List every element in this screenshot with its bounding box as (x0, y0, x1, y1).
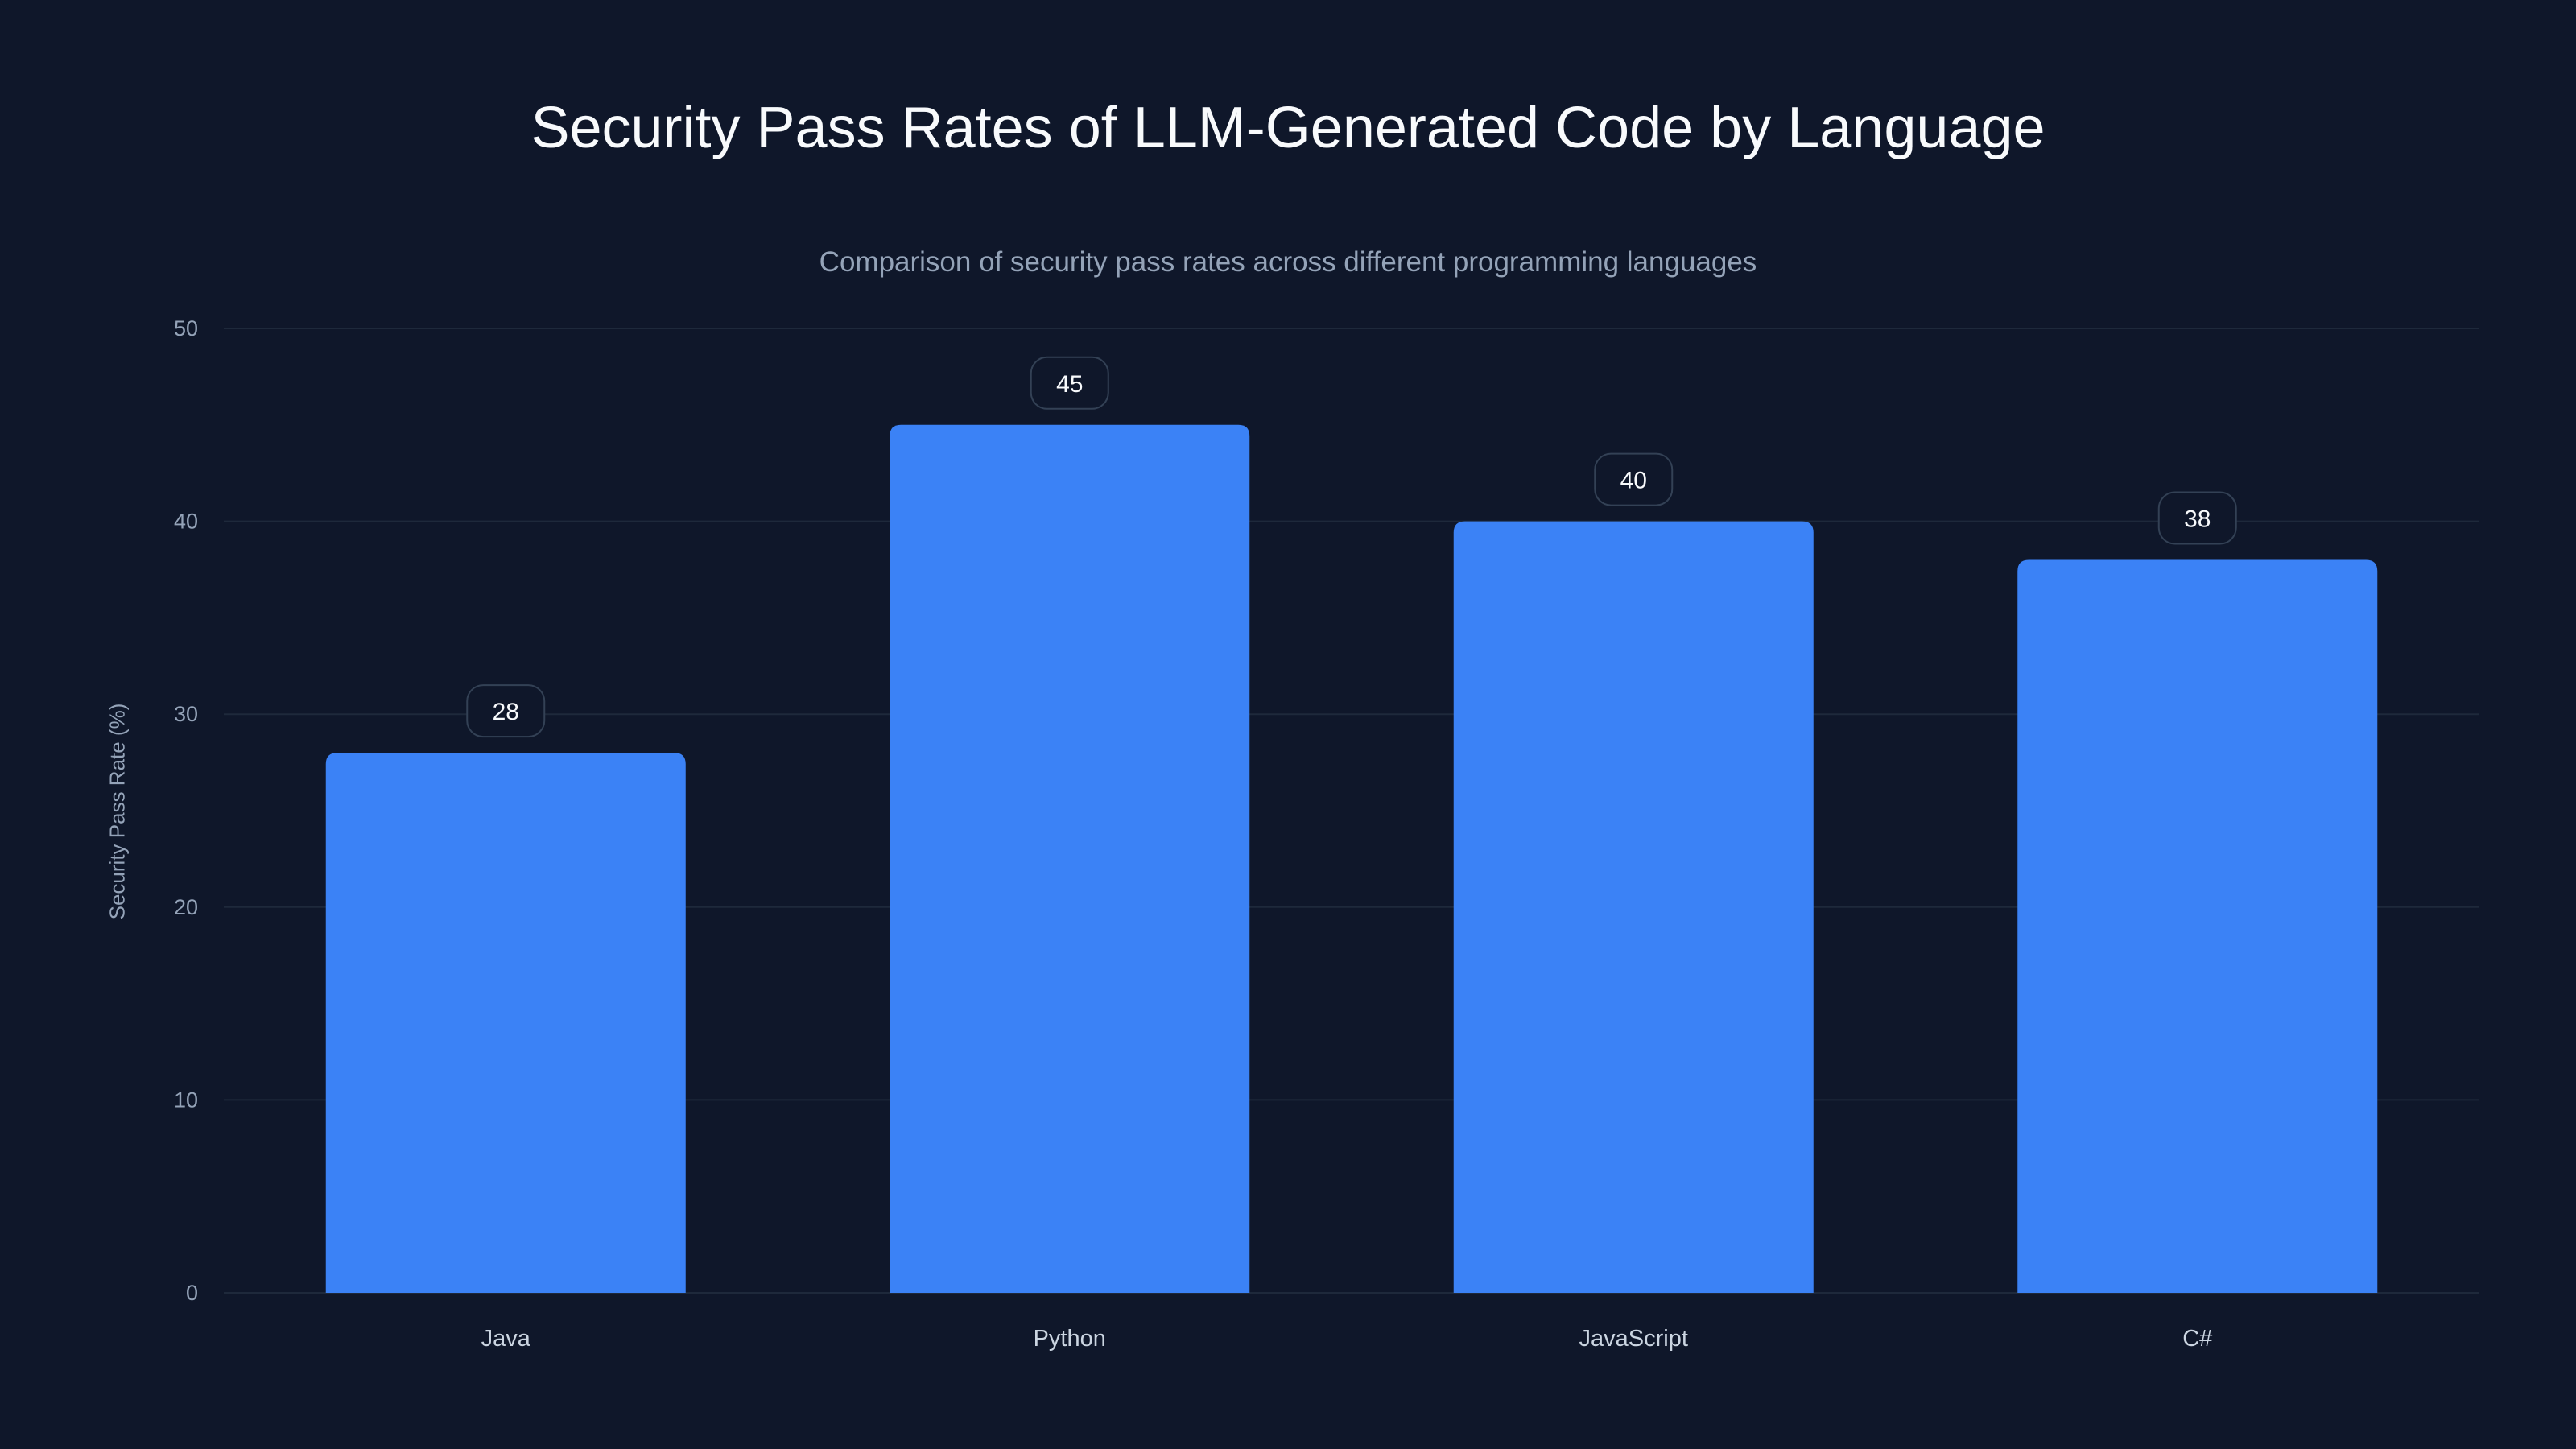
x-tick-label: C# (2182, 1326, 2212, 1352)
data-label-box (2157, 491, 2237, 545)
bar-python (890, 424, 1250, 1293)
y-tick-label: 20 (174, 895, 198, 919)
bar-c# (2017, 559, 2378, 1293)
data-label: 45 (1056, 371, 1083, 398)
bar-java (325, 753, 686, 1293)
y-tick-label: 30 (174, 702, 198, 726)
y-tick-label: 10 (174, 1088, 198, 1112)
data-label: 40 (1620, 468, 1647, 494)
x-tick-label: Python (1034, 1326, 1106, 1352)
chart-subtitle: Comparison of security pass rates across… (819, 246, 1757, 278)
y-tick-label: 50 (174, 316, 198, 341)
data-label-box (1594, 452, 1674, 506)
data-label-box (466, 684, 546, 738)
chart-title: Security Pass Rates of LLM-Generated Cod… (530, 96, 2046, 160)
x-tick-label: Java (481, 1326, 531, 1352)
y-tick-label: 0 (186, 1281, 198, 1305)
data-label: 28 (493, 699, 519, 725)
data-label: 38 (2184, 506, 2211, 533)
y-tick-label: 40 (174, 510, 198, 534)
bar-javascript (1453, 521, 1814, 1293)
x-tick-label: JavaScript (1579, 1326, 1688, 1352)
data-label-box (1030, 356, 1109, 410)
